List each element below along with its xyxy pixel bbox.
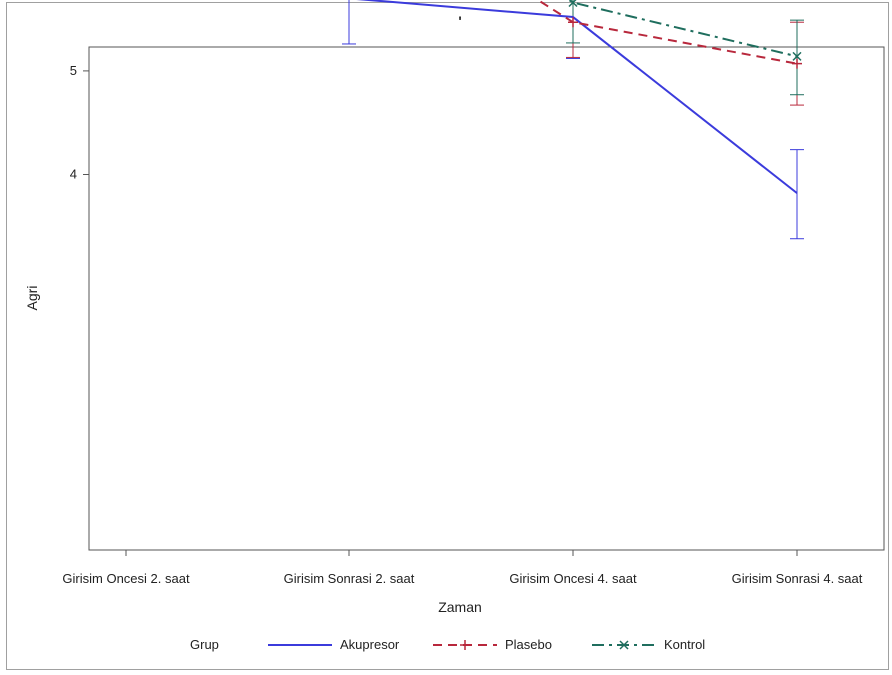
y-tick-label: 4 (70, 167, 77, 182)
point-marker-x (792, 51, 802, 61)
x-axis-label: Zaman (438, 599, 482, 615)
point-marker-plus (792, 58, 802, 69)
series-line-kontrol (567, 0, 798, 58)
legend-label-akupresor: Akupresor (340, 637, 400, 652)
legend-title: Grup (190, 637, 219, 652)
series-markers-kontrol (568, 0, 802, 61)
error-bars-akupresor (342, 0, 804, 240)
chart-frame (6, 2, 889, 670)
point-marker-plus (460, 640, 470, 650)
series-line-akupresor (356, 0, 798, 194)
point-marker-x (568, 0, 578, 8)
x-tick-label: Girisim Oncesi 4. saat (509, 571, 637, 586)
chart-title: ' (458, 13, 461, 29)
x-axis: Girisim Oncesi 2. saat Girisim Sonrasi 2.… (62, 550, 863, 586)
x-tick-label: Girisim Sonrasi 4. saat (732, 571, 863, 586)
y-axis-label: Agri (24, 286, 40, 311)
x-tick-label: Girisim Sonrasi 2. saat (284, 571, 415, 586)
point-marker-plus (568, 17, 578, 28)
y-axis: 45678 (70, 63, 89, 182)
legend: Grup Akupresor Plasebo Kontrol (190, 637, 705, 652)
point-marker-x (619, 640, 629, 650)
series-layer (342, 0, 804, 240)
plot-area (88, 46, 885, 551)
legend-label-plasebo: Plasebo (505, 637, 552, 652)
series-line-plasebo (536, 0, 798, 65)
x-tick-label: Girisim Oncesi 2. saat (62, 571, 190, 586)
legend-label-kontrol: Kontrol (664, 637, 705, 652)
series-markers-plasebo (568, 17, 802, 69)
y-tick-label: 5 (70, 63, 77, 78)
